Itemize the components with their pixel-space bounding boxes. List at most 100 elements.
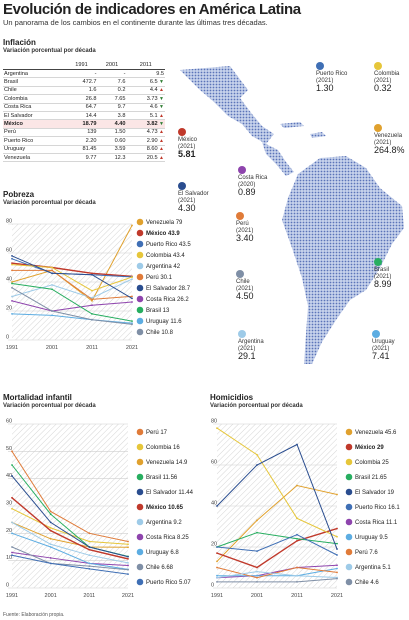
data-point — [127, 546, 129, 549]
flag-icon — [136, 578, 144, 586]
series-line-chile — [11, 287, 133, 325]
x-tick-label: 1991 — [6, 593, 18, 599]
infant-mortality-chart: 0 10 20 30 40 50 60 1991 2001 2011 2021 Perú 17 Colo… — [6, 419, 194, 600]
data-point — [256, 570, 258, 573]
series-line-mxico — [11, 262, 133, 278]
flag-icon — [136, 240, 144, 248]
x-tick-label: 2021 — [126, 345, 138, 351]
series-line-brasil — [11, 282, 133, 322]
data-point — [91, 273, 93, 276]
data-point — [51, 288, 53, 291]
map-label-value: 4.30 — [178, 202, 196, 213]
legend-label: El Salvador 19 — [355, 490, 395, 496]
map-label-venezuela: Venezuela (2021) 264.8% — [374, 124, 405, 154]
table-cell-value: 81.45 — [82, 146, 97, 153]
map-label-year: (2021) — [236, 285, 254, 292]
data-point — [11, 450, 13, 453]
legend-label: Venezuela 14.9 — [146, 460, 188, 466]
series-line-costarica — [11, 300, 133, 312]
data-point — [51, 310, 53, 312]
legend-label: Brasil 11.56 — [146, 475, 178, 481]
table-cell-value: 9.77 — [85, 154, 97, 161]
y-tick-label: 10 — [6, 555, 12, 561]
series-line-mxico — [11, 497, 129, 560]
flag-icon — [136, 548, 144, 556]
data-point — [216, 546, 218, 548]
legend-label: México 43.9 — [146, 231, 180, 237]
data-point — [11, 464, 13, 466]
flag-icon — [136, 428, 144, 436]
data-point — [11, 546, 13, 548]
latin-america-map — [180, 66, 404, 364]
y-tick-label: 60 — [6, 248, 12, 254]
table-cell-value: 0.2 — [117, 87, 126, 94]
poverty-title: Pobreza — [3, 190, 35, 199]
map-label-country: Chile — [236, 278, 250, 285]
data-point — [91, 318, 93, 321]
legend-label: Costa Rica 26.2 — [146, 297, 189, 303]
series-line-puertorico — [11, 554, 129, 575]
data-point — [336, 554, 338, 556]
data-point — [336, 535, 338, 538]
map-label-year: (2021) — [374, 77, 392, 84]
poverty-chart: 0 20 40 60 80 1991 2001 2011 2021 Venezuela 79 Méx… — [6, 218, 191, 351]
infant-mortality-subtitle: Variación porcentual por década — [3, 403, 96, 409]
flag-icon — [136, 328, 144, 336]
map-label-colombia: Colombia (2021) 0.32 — [374, 62, 399, 92]
data-point — [88, 554, 91, 557]
legend-label: Chile 6.68 — [146, 565, 174, 571]
data-point — [296, 484, 298, 487]
legend-label: Colombia 25 — [355, 460, 389, 466]
table-row: Brasil 472.7 7.6 6.5 ▼ — [3, 77, 165, 87]
map-label-argentina: Argentina (2021) 29.1 — [238, 330, 264, 360]
data-point — [88, 540, 91, 543]
table-row: Venezuela 9.77 12.3 20.5 ▲ — [3, 153, 165, 163]
x-tick-label: 1991 — [211, 593, 223, 599]
flag-icon — [345, 518, 353, 526]
data-point — [49, 526, 52, 529]
data-point — [336, 527, 338, 530]
flag-icon — [374, 258, 382, 266]
flag-icon — [345, 503, 353, 511]
data-point — [127, 555, 129, 558]
homicides-subtitle: Variación porcentual por década — [210, 403, 303, 409]
x-tick-label: 2021 — [331, 593, 343, 599]
x-tick-label: 2001 — [46, 345, 58, 351]
data-point — [51, 266, 53, 269]
flag-icon — [136, 488, 144, 496]
data-point — [49, 513, 52, 516]
table-row: Argentina - - 9.5 — [3, 69, 165, 79]
y-tick-label: 80 — [6, 219, 12, 225]
x-tick-label: 2011 — [291, 593, 303, 599]
map-label-value: 0.32 — [374, 82, 392, 93]
data-point — [88, 546, 91, 548]
y-tick-label: 40 — [6, 473, 12, 479]
data-point — [11, 551, 13, 554]
data-point — [88, 567, 91, 570]
flag-icon — [136, 218, 144, 226]
legend-label: El Salvador 11.44 — [146, 490, 194, 496]
flag-icon — [136, 251, 144, 259]
table-cell-country: Uruguay — [3, 145, 66, 154]
table-cell-country: Argentina — [3, 69, 66, 79]
map-label-uruguay: Uruguay (2021) 7.41 — [372, 330, 395, 360]
data-point — [256, 576, 258, 579]
series-line-per — [12, 269, 133, 300]
data-point — [88, 548, 91, 551]
table-cell-value: 1.50 — [114, 129, 126, 136]
map-label-year: (2021) — [178, 143, 196, 150]
map-label-value: 1.30 — [316, 82, 334, 93]
map-label-value: 5.81 — [178, 148, 196, 159]
legend-label: Colombia 16 — [146, 445, 180, 451]
infant-mortality-title: Mortalidad infantil — [3, 393, 72, 402]
trend-up-icon: ▲ — [157, 146, 164, 153]
flag-icon — [136, 284, 144, 292]
flag-icon — [238, 166, 246, 174]
trend-up-icon: ▲ — [157, 129, 164, 136]
table-cell-country: Venezuela — [3, 153, 66, 163]
table-row: Perú 139 1.50 4.73 ▲ — [3, 128, 165, 138]
legend-label: Puerto Rico 16.1 — [355, 505, 400, 511]
series-line-uruguay — [11, 532, 129, 570]
map-caribbean — [280, 122, 326, 138]
legend-label: Brasil 13 — [146, 308, 170, 314]
